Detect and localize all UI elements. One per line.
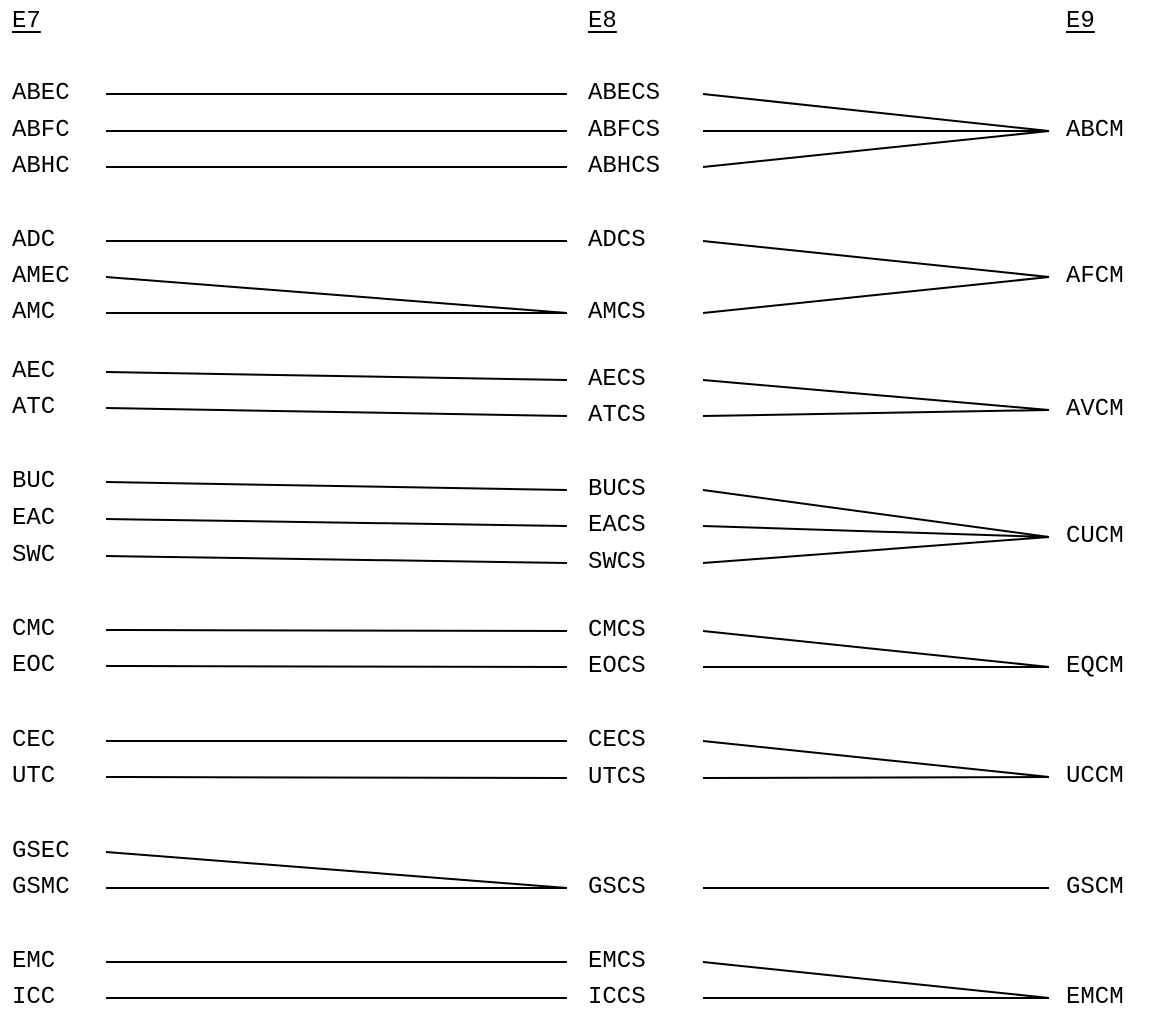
- e7-item-utc: UTC: [12, 765, 55, 789]
- e8-item-abecs: ABECS: [588, 82, 660, 106]
- e9-item-avcm: AVCM: [1066, 398, 1124, 422]
- e8-item-iccs: ICCS: [588, 986, 646, 1010]
- e8-item-abhcs: ABHCS: [588, 155, 660, 179]
- e8-item-gscs: GSCS: [588, 876, 646, 900]
- e9-item-eqcm: EQCM: [1066, 655, 1124, 679]
- e8-item-eocs: EOCS: [588, 655, 646, 679]
- e9-item-abcm: ABCM: [1066, 119, 1124, 143]
- e7-item-adc: ADC: [12, 229, 55, 253]
- e8-item-aecs: AECS: [588, 368, 646, 392]
- header-e7: E7: [12, 10, 41, 34]
- e7-item-amc: AMC: [12, 301, 55, 325]
- e8-item-swcs: SWCS: [588, 551, 646, 575]
- connector-gsec-to-gscs: [106, 852, 567, 888]
- connector-atc-to-atcs: [106, 408, 567, 416]
- e8-item-cmcs: CMCS: [588, 619, 646, 643]
- connector-buc-to-bucs: [106, 482, 567, 490]
- connector-emcs-to-emcm: [703, 962, 1049, 998]
- header-e9: E9: [1066, 10, 1095, 34]
- connector-amec-to-amcs: [106, 277, 567, 313]
- e7-item-abfc: ABFC: [12, 119, 70, 143]
- connector-eac-to-eacs: [106, 519, 567, 526]
- connector-eoc-to-eocs: [106, 666, 567, 667]
- connector-swcs-to-cucm: [703, 537, 1049, 563]
- header-e8: E8: [588, 10, 617, 34]
- connector-amcs-to-afcm: [703, 277, 1049, 313]
- e7-item-eac: EAC: [12, 507, 55, 531]
- e8-item-utcs: UTCS: [588, 766, 646, 790]
- connector-utc-to-utcs: [106, 777, 567, 778]
- connector-bucs-to-cucm: [703, 490, 1049, 537]
- e7-item-amec: AMEC: [12, 265, 70, 289]
- e9-item-afcm: AFCM: [1066, 265, 1124, 289]
- e9-item-gscm: GSCM: [1066, 876, 1124, 900]
- connector-cmcs-to-eqcm: [703, 631, 1049, 667]
- e7-item-icc: ICC: [12, 986, 55, 1010]
- e7-item-eoc: EOC: [12, 654, 55, 678]
- e8-item-amcs: AMCS: [588, 301, 646, 325]
- connector-cecs-to-uccm: [703, 741, 1049, 777]
- connector-abhcs-to-abcm: [703, 131, 1049, 167]
- e7-item-abec: ABEC: [12, 82, 70, 106]
- e7-item-emc: EMC: [12, 950, 55, 974]
- connector-utcs-to-uccm: [703, 777, 1049, 778]
- e7-item-cmc: CMC: [12, 618, 55, 642]
- e8-item-abfcs: ABFCS: [588, 119, 660, 143]
- e7-item-gsec: GSEC: [12, 840, 70, 864]
- connector-cmc-to-cmcs: [106, 630, 567, 631]
- e7-item-aec: AEC: [12, 360, 55, 384]
- e8-item-bucs: BUCS: [588, 478, 646, 502]
- e8-item-atcs: ATCS: [588, 404, 646, 428]
- e8-item-emcs: EMCS: [588, 950, 646, 974]
- e7-item-atc: ATC: [12, 396, 55, 420]
- connector-aec-to-aecs: [106, 372, 567, 380]
- connector-aecs-to-avcm: [703, 380, 1049, 410]
- e9-item-uccm: UCCM: [1066, 765, 1124, 789]
- connector-adcs-to-afcm: [703, 241, 1049, 277]
- connector-atcs-to-avcm: [703, 410, 1049, 416]
- e7-item-gsmc: GSMC: [12, 876, 70, 900]
- e7-item-abhc: ABHC: [12, 155, 70, 179]
- e7-item-cec: CEC: [12, 729, 55, 753]
- e8-item-adcs: ADCS: [588, 229, 646, 253]
- e9-item-emcm: EMCM: [1066, 986, 1124, 1010]
- connector-abecs-to-abcm: [703, 94, 1049, 131]
- e9-item-cucm: CUCM: [1066, 525, 1124, 549]
- e8-item-eacs: EACS: [588, 514, 646, 538]
- e7-item-buc: BUC: [12, 470, 55, 494]
- connector-swc-to-swcs: [106, 556, 567, 563]
- e7-item-swc: SWC: [12, 544, 55, 568]
- e8-item-cecs: CECS: [588, 729, 646, 753]
- connector-eacs-to-cucm: [703, 526, 1049, 537]
